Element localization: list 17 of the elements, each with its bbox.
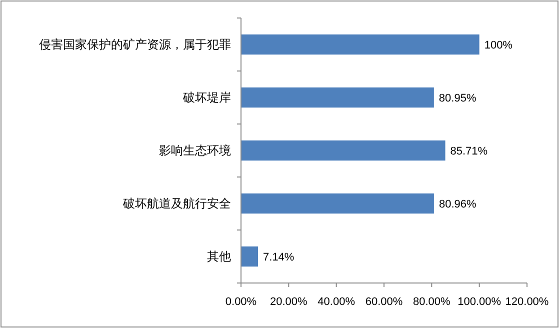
data-label: 80.96% — [438, 198, 476, 210]
y-tick-label: 侵害国家保护的矿产资源，属于犯罪 — [39, 38, 231, 52]
data-label: 80.95% — [438, 92, 476, 104]
x-tick-label: 0.00% — [225, 296, 257, 308]
x-tick-label: 20.00% — [270, 296, 308, 308]
data-label: 100% — [484, 40, 513, 52]
x-tick-label: 60.00% — [365, 296, 403, 308]
y-tick-label: 破坏堤岸 — [182, 90, 231, 104]
y-tick-label: 其他 — [207, 250, 231, 264]
x-tick-label: 40.00% — [318, 296, 356, 308]
data-label: 7.14% — [263, 252, 294, 264]
y-tick-label: 影响生态环境 — [159, 144, 231, 158]
x-tick-label: 80.00% — [413, 296, 451, 308]
x-tick-label: 100.00% — [458, 296, 502, 308]
x-tick-label: 120.00% — [505, 296, 549, 308]
data-label: 85.71% — [450, 146, 488, 158]
y-tick-label: 破坏航道及航行安全 — [122, 196, 231, 210]
